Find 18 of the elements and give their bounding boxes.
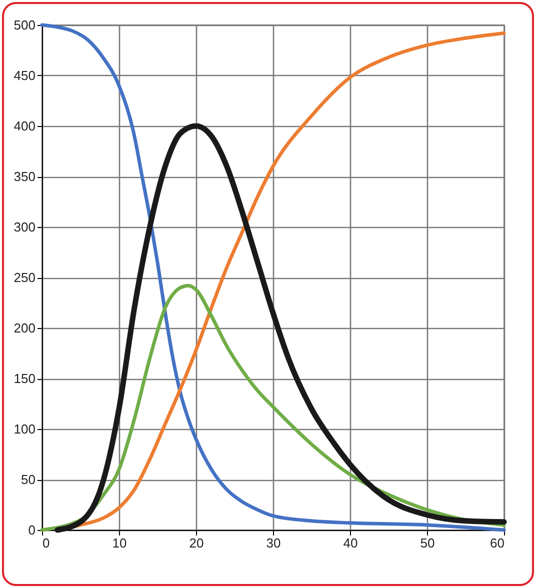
y-tick-label: 0 — [28, 522, 36, 538]
y-tick-label: 450 — [14, 68, 36, 83]
y-tick-label: 350 — [14, 169, 36, 184]
x-tick-label: 0 — [42, 536, 50, 550]
x-tick-label: 10 — [112, 536, 127, 550]
y-tick-label: 200 — [14, 320, 36, 336]
x-tick-label: 40 — [343, 536, 358, 550]
y-tick-label: 500 — [14, 18, 36, 32]
y-tick-label: 300 — [14, 220, 36, 234]
x-tick-label: 60 — [490, 536, 504, 550]
y-tick-label: 250 — [14, 270, 36, 285]
y-tick-label: 50 — [21, 472, 36, 487]
y-tick-label: 100 — [14, 422, 36, 436]
y-tick-label: 400 — [14, 118, 36, 134]
x-tick-label: 20 — [189, 536, 204, 550]
y-tick-label: 150 — [14, 371, 36, 386]
x-tick-label: 50 — [420, 536, 435, 550]
x-tick-label: 30 — [266, 536, 281, 550]
